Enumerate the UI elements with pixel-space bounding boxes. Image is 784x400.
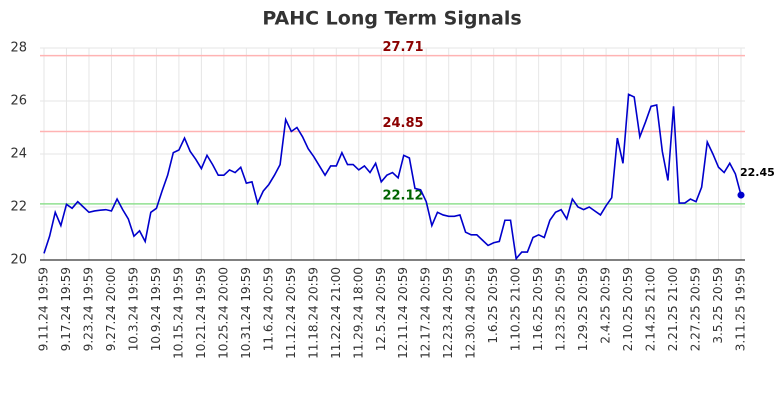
x-tick-label: 12.11.24 20:59 — [396, 267, 410, 359]
x-tick-label: 10.21.24 19:59 — [194, 267, 208, 359]
x-tick-label: 10.15.24 19:59 — [171, 267, 185, 359]
x-tick-label: 1.29.25 20:59 — [576, 267, 590, 351]
x-tick-label: 10.3.24 19:59 — [126, 267, 140, 351]
signal-label: 22.12 — [382, 188, 423, 203]
x-tick-label: 2.21.25 21:00 — [666, 267, 680, 351]
y-tick-label: 28 — [10, 41, 27, 56]
x-tick-label: 3.11.25 19:59 — [734, 267, 748, 351]
x-tick-label: 1.23.25 20:59 — [554, 267, 568, 351]
x-tick-label: 11.29.24 18:00 — [351, 267, 365, 359]
chart-title: PAHC Long Term Signals — [262, 8, 521, 30]
x-tick-label: 1.10.25 21:00 — [509, 267, 523, 351]
x-tick-label: 11.6.24 20:59 — [261, 267, 275, 351]
y-tick-label: 26 — [10, 94, 27, 109]
y-tick-label: 20 — [10, 253, 27, 268]
x-tick-label: 9.11.24 19:59 — [37, 267, 51, 351]
x-tick-label: 12.23.24 20:59 — [441, 267, 455, 359]
x-tick-label: 12.5.24 20:59 — [374, 267, 388, 351]
y-tick-label: 22 — [10, 200, 27, 215]
x-tick-label: 10.31.24 19:59 — [239, 267, 253, 359]
y-tick-label: 24 — [10, 147, 27, 162]
signal-label: 27.71 — [382, 40, 423, 55]
x-tick-label: 1.16.25 20:59 — [531, 267, 545, 351]
x-tick-label: 2.10.25 20:59 — [621, 267, 635, 351]
x-tick-label: 1.6.25 20:59 — [486, 267, 500, 344]
x-tick-label: 12.17.24 20:59 — [419, 267, 433, 359]
last-point — [737, 191, 745, 199]
x-tick-label: 2.4.25 20:59 — [599, 267, 613, 344]
x-tick-label: 2.27.25 20:59 — [689, 267, 703, 351]
x-tick-label: 11.12.24 20:59 — [284, 267, 298, 359]
x-tick-label: 9.17.24 19:59 — [59, 267, 73, 351]
x-tick-label: 2.14.25 21:00 — [644, 267, 658, 351]
x-tick-label: 9.23.24 19:59 — [81, 267, 95, 351]
x-tick-label: 12.30.24 20:59 — [464, 267, 478, 359]
x-tick-label: 11.18.24 20:59 — [306, 267, 320, 359]
x-tick-label: 11.22.24 21:00 — [329, 267, 343, 359]
x-tick-label: 9.27.24 20:00 — [104, 267, 118, 351]
last-value-label: 22.45 — [740, 166, 775, 179]
x-tick-label: 10.9.24 19:59 — [149, 267, 163, 351]
x-tick-label: 3.5.25 20:59 — [711, 267, 725, 344]
x-tick-label: 10.25.24 20:00 — [216, 267, 230, 359]
signal-label: 24.85 — [382, 116, 423, 131]
price-line — [43, 93, 742, 261]
